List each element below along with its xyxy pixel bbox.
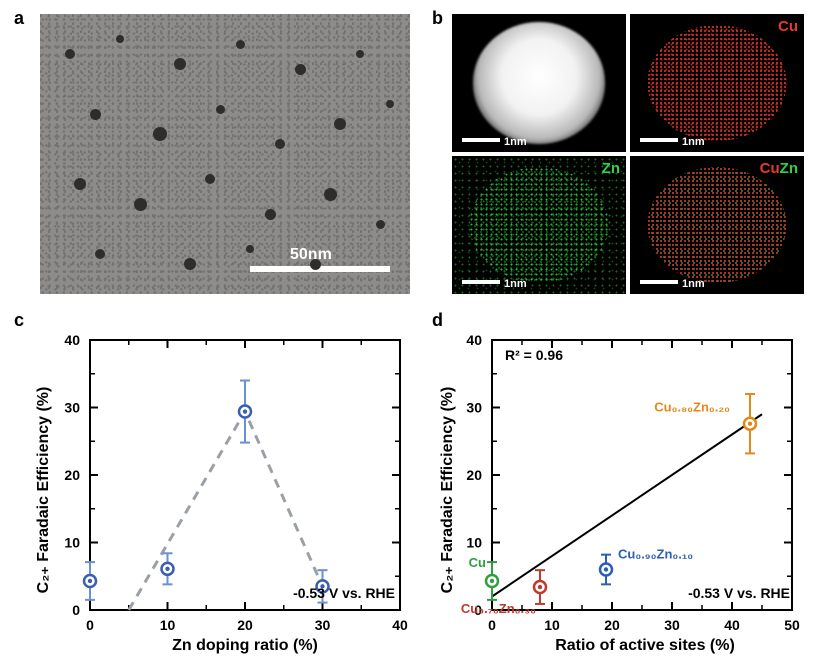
panel-c-chart: 0 10 20 30 40 0 10 20 30 40 C₂₊ Faradaic Efficien…	[20, 320, 420, 660]
svg-text:30: 30	[315, 617, 331, 633]
panel-b-cuzn-map: CuZn 1nm	[630, 156, 804, 294]
scalebar-b1-text: 1nm	[504, 136, 527, 148]
panel-b-haadf: 1nm	[452, 14, 626, 152]
c-note: -0.53 V vs. RHE	[293, 585, 395, 601]
nanoparticle	[95, 249, 105, 259]
nanoparticle	[310, 259, 321, 270]
scalebar-b3	[462, 280, 500, 284]
nanoparticle	[65, 49, 75, 59]
scalebar-b3-text: 1nm	[504, 278, 527, 290]
svg-text:10: 10	[544, 617, 560, 633]
cuzn-map-region	[647, 167, 786, 283]
svg-text:30: 30	[64, 400, 80, 416]
svg-text:40: 40	[466, 332, 482, 348]
haadf-particle	[473, 22, 605, 143]
svg-text:40: 40	[724, 617, 740, 633]
d-fit-line	[492, 414, 762, 596]
nanoparticle	[236, 40, 245, 49]
nanoparticle	[74, 178, 86, 190]
panel-b-cu-map: Cu 1nm	[630, 14, 804, 152]
svg-text:20: 20	[466, 467, 482, 483]
panel-b-label: b	[432, 8, 443, 29]
svg-text:20: 20	[237, 617, 253, 633]
nanoparticle	[216, 105, 225, 114]
scalebar-b4	[640, 280, 678, 284]
d-note: -0.53 V vs. RHE	[688, 585, 790, 601]
nanoparticle	[205, 174, 215, 184]
nanoparticle	[324, 188, 337, 201]
svg-text:10: 10	[466, 535, 482, 551]
nanoparticle	[90, 109, 101, 120]
svg-text:50: 50	[784, 617, 800, 633]
nanoparticle	[134, 198, 147, 211]
svg-text:10: 10	[160, 617, 176, 633]
nanoparticle	[295, 64, 306, 75]
panel-a-tem: 50nm	[40, 14, 410, 294]
d-point-label: Cu	[469, 555, 486, 570]
cuzn-map-tag: CuZn	[760, 160, 798, 177]
nanoparticle	[116, 35, 124, 43]
d-point-label: Cu₀.₈₀Zn₀.₂₀	[654, 400, 730, 415]
scalebar-b2-text: 1nm	[682, 136, 705, 148]
nanoparticle	[356, 50, 364, 58]
scalebar-b1	[462, 138, 500, 142]
scalebar-b4-text: 1nm	[682, 278, 705, 290]
svg-text:0: 0	[72, 602, 80, 618]
d-point-label: Cu₀.₉₀Zn₀.₁₀	[618, 547, 693, 562]
svg-text:30: 30	[466, 400, 482, 416]
cu-map-tag: Cu	[778, 18, 798, 35]
cu-map-region	[647, 25, 786, 141]
nanoparticle	[265, 209, 276, 220]
nanoparticle	[275, 139, 285, 149]
d-xlabel: Ratio of active sites (%)	[555, 637, 735, 654]
c-ylabel: C₂₊ Faradaic Efficiency (%)	[35, 387, 52, 594]
svg-text:20: 20	[64, 467, 80, 483]
svg-text:40: 40	[392, 617, 408, 633]
d-point-label: Cu₀.₇₀Zn₀.₃₀	[461, 601, 536, 616]
panel-b-grid: 1nm Cu 1nm Zn 1nm CuZn 1nm	[452, 14, 804, 294]
svg-text:0: 0	[488, 617, 496, 633]
nanoparticle	[184, 258, 196, 270]
svg-text:10: 10	[64, 535, 80, 551]
nanoparticle	[174, 58, 186, 70]
svg-text:0: 0	[86, 617, 94, 633]
d-r2: R² = 0.96	[505, 347, 563, 363]
scalebar-b2	[640, 138, 678, 142]
panel-a-label: a	[14, 8, 24, 29]
c-xlabel: Zn doping ratio (%)	[172, 637, 318, 654]
zn-map-tag: Zn	[602, 160, 620, 177]
svg-text:20: 20	[604, 617, 620, 633]
d-ylabel: C₂₊ Faradaic Efficiency (%)	[439, 387, 456, 594]
nanoparticle	[246, 245, 254, 253]
nanoparticle	[153, 127, 167, 141]
panel-b-zn-map: Zn 1nm	[452, 156, 626, 294]
svg-text:30: 30	[664, 617, 680, 633]
nanoparticle	[376, 220, 385, 229]
svg-text:40: 40	[64, 332, 80, 348]
nanoparticle	[386, 100, 394, 108]
panel-d-chart: 01020304050010203040CuCu₀.₇₀Zn₀.₃₀Cu₀.₉₀…	[430, 320, 810, 660]
zn-map-region	[469, 167, 608, 283]
c-dash-line	[129, 412, 323, 610]
nanoparticle	[334, 118, 346, 130]
